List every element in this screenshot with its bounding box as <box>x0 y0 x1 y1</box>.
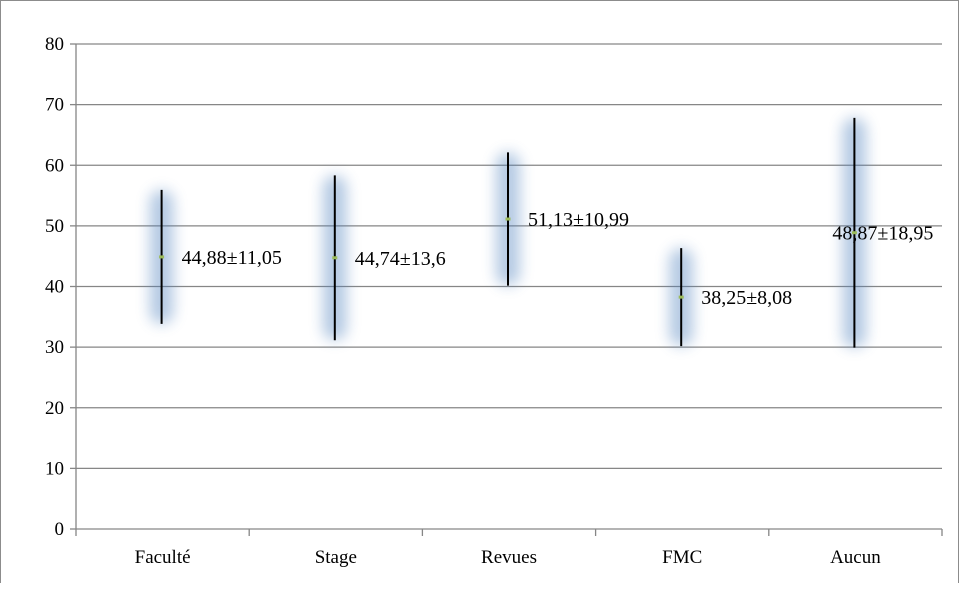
mean-marker-2 <box>332 256 338 260</box>
data-labels: 44,88±11,05 44,74±13,6 51,13±10,99 38,25±8,… <box>182 209 934 309</box>
y-tick-label-30: 30 <box>45 337 64 358</box>
y-tick-label-20: 20 <box>45 398 64 419</box>
y-tick-label-60: 60 <box>45 155 64 176</box>
x-tick-label-5: Aucun <box>830 547 881 568</box>
y-tick-label-50: 50 <box>45 216 64 237</box>
data-label-4: 38,25±8,08 <box>701 287 792 309</box>
mean-marker-4 <box>678 295 684 299</box>
mean-marker-3 <box>505 217 511 221</box>
x-tick-label-4: FMC <box>662 547 702 568</box>
x-tick-label-2: Stage <box>315 547 357 568</box>
y-tick-label-70: 70 <box>45 95 64 116</box>
data-label-3: 51,13±10,99 <box>528 209 629 231</box>
y-tick-label-10: 10 <box>45 458 64 479</box>
data-label-2: 44,74±13,6 <box>355 248 446 270</box>
error-bars <box>159 117 857 348</box>
x-tick-label-3: Revues <box>481 547 537 568</box>
y-tick-label-40: 40 <box>45 277 64 298</box>
data-label-1: 44,88±11,05 <box>182 247 282 269</box>
data-label-5: 48,87±18,95 <box>832 223 933 245</box>
y-tick-label-0: 0 <box>55 519 65 540</box>
mean-marker-1 <box>159 255 165 259</box>
axes: 0 10 20 30 40 50 60 70 80 Faculté Stage Revues FMC Au… <box>45 34 943 568</box>
mean-marker-5 <box>851 231 857 235</box>
x-tick-label-1: Faculté <box>135 547 191 568</box>
y-tick-label-80: 80 <box>45 34 64 55</box>
